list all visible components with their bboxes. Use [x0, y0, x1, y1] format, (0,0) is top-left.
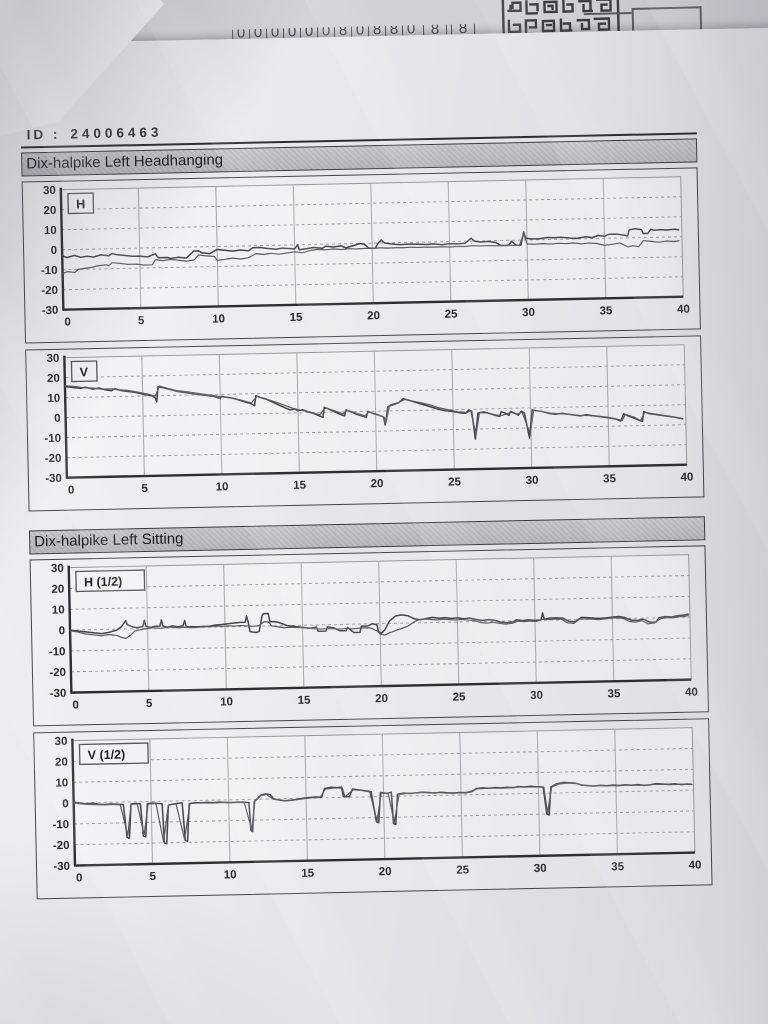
y-tick-label: 0 — [54, 413, 61, 425]
chart-legend-label: H — [76, 197, 85, 211]
x-tick-label: 0 — [68, 485, 75, 497]
y-tick-label: 0 — [59, 625, 66, 637]
y-tick-label: 0 — [62, 798, 69, 810]
chart-v-headhanging: 30 20 10 0 -10 -20 -30 0 5 10 15 20 25 30 35 40 V — [25, 335, 705, 512]
y-tick-label: 0 — [51, 245, 58, 257]
eye-trace-trace-1 — [61, 227, 680, 260]
x-tick-label: 10 — [224, 869, 237, 881]
y-tick-label: -20 — [49, 667, 66, 679]
x-tick-label: 35 — [611, 861, 625, 873]
x-tick-label: 40 — [680, 472, 693, 484]
y-tick-label: 20 — [47, 373, 60, 385]
x-tick-label: 30 — [526, 475, 539, 487]
y-tick-label: 30 — [46, 353, 59, 365]
y-tick-label: 10 — [52, 604, 65, 616]
x-tick-label: 0 — [64, 317, 71, 329]
x-tick-label: 10 — [212, 313, 225, 325]
y-tick-label: -10 — [41, 265, 58, 277]
x-tick-label: 20 — [375, 693, 388, 705]
x-tick-label: 0 — [76, 872, 83, 884]
x-tick-label: 10 — [220, 696, 233, 708]
y-tick-label: -10 — [44, 433, 61, 445]
y-tick-label: 30 — [54, 736, 67, 748]
x-tick-label: 0 — [72, 699, 79, 711]
x-tick-label: 5 — [149, 871, 156, 883]
section-headhanging: Dix-halpike Left Headhanging 30 20 10 0 -10-… — [21, 138, 705, 512]
id-value: 24006463 — [70, 124, 163, 142]
y-tick-label: -30 — [45, 473, 62, 485]
y-tick-label: -30 — [50, 688, 67, 700]
eye-trace-trace-2 — [64, 385, 682, 436]
x-tick-label: 10 — [216, 481, 229, 493]
chart-h-headhanging: 30 20 10 0 -10 -20 -30 0 5 10 15 20 25 30 35 40 H — [21, 167, 701, 344]
y-tick-label: -30 — [42, 305, 59, 317]
x-tick-label: 40 — [677, 304, 690, 316]
x-tick-label: 30 — [530, 690, 543, 702]
y-tick-label: -20 — [53, 840, 70, 852]
eye-trace-trace-2 — [73, 782, 693, 843]
x-tick-label: 35 — [608, 688, 622, 700]
y-tick-label: 10 — [55, 777, 68, 789]
x-tick-label: 20 — [371, 478, 384, 490]
x-tick-label: 35 — [599, 305, 613, 317]
x-tick-label: 5 — [146, 698, 153, 710]
x-tick-label: 25 — [456, 864, 470, 876]
eye-trace-trace-2 — [69, 614, 689, 639]
y-tick-label: -20 — [41, 285, 58, 297]
y-tick-label: 10 — [44, 225, 57, 237]
y-tick-label: 20 — [51, 584, 64, 596]
chart-v-sitting: 30 20 10 0 -10 -20 -30 0 5 10 15 20 25 30 35 40 V (1/2) — [33, 718, 713, 900]
x-tick-label: 20 — [367, 310, 380, 322]
eye-trace-trace-2 — [61, 233, 680, 275]
eye-trace-trace-1 — [69, 612, 690, 635]
x-tick-label: 35 — [603, 473, 617, 485]
section-sitting: Dix-halpike Left Sitting 30 20 10 0 -10 -20 -3… — [28, 516, 713, 900]
x-tick-label: 30 — [534, 863, 547, 875]
x-tick-label: 15 — [301, 868, 315, 880]
y-tick-label: 20 — [55, 757, 68, 769]
id-label: ID : — [26, 126, 61, 143]
x-tick-label: 40 — [689, 859, 702, 871]
x-tick-label: 5 — [138, 315, 145, 327]
chart-legend-label: V — [80, 365, 89, 379]
x-tick-label: 15 — [293, 480, 307, 492]
x-tick-label: 25 — [448, 476, 462, 488]
x-tick-label: 40 — [685, 686, 698, 698]
x-tick-label: 25 — [453, 691, 467, 703]
y-tick-label: 10 — [47, 393, 60, 405]
y-tick-label: 30 — [43, 185, 56, 197]
x-tick-label: 15 — [290, 312, 304, 324]
y-tick-label: 30 — [51, 563, 64, 575]
y-tick-label: -30 — [53, 861, 70, 873]
y-tick-label: -20 — [45, 453, 62, 465]
y-tick-label: 20 — [43, 205, 56, 217]
x-tick-label: 5 — [141, 483, 148, 495]
report-page: ID :24006463 Dix-halpike Left Headhangin… — [0, 27, 768, 1024]
y-tick-label: -10 — [49, 646, 66, 658]
x-tick-label: 30 — [522, 307, 535, 319]
x-tick-label: 25 — [445, 308, 459, 320]
x-tick-label: 15 — [298, 695, 312, 707]
chart-h-sitting: 30 20 10 0 -10 -20 -30 0 5 10 15 20 25 30 35 40 H (1/2) — [29, 545, 709, 727]
chart-legend-label: H (1/2) — [84, 575, 122, 590]
x-tick-label: 20 — [379, 866, 392, 878]
chart-legend-label: V (1/2) — [88, 748, 126, 763]
y-tick-label: -10 — [52, 819, 69, 831]
report-content: ID :24006463 Dix-halpike Left Headhangin… — [20, 113, 713, 905]
